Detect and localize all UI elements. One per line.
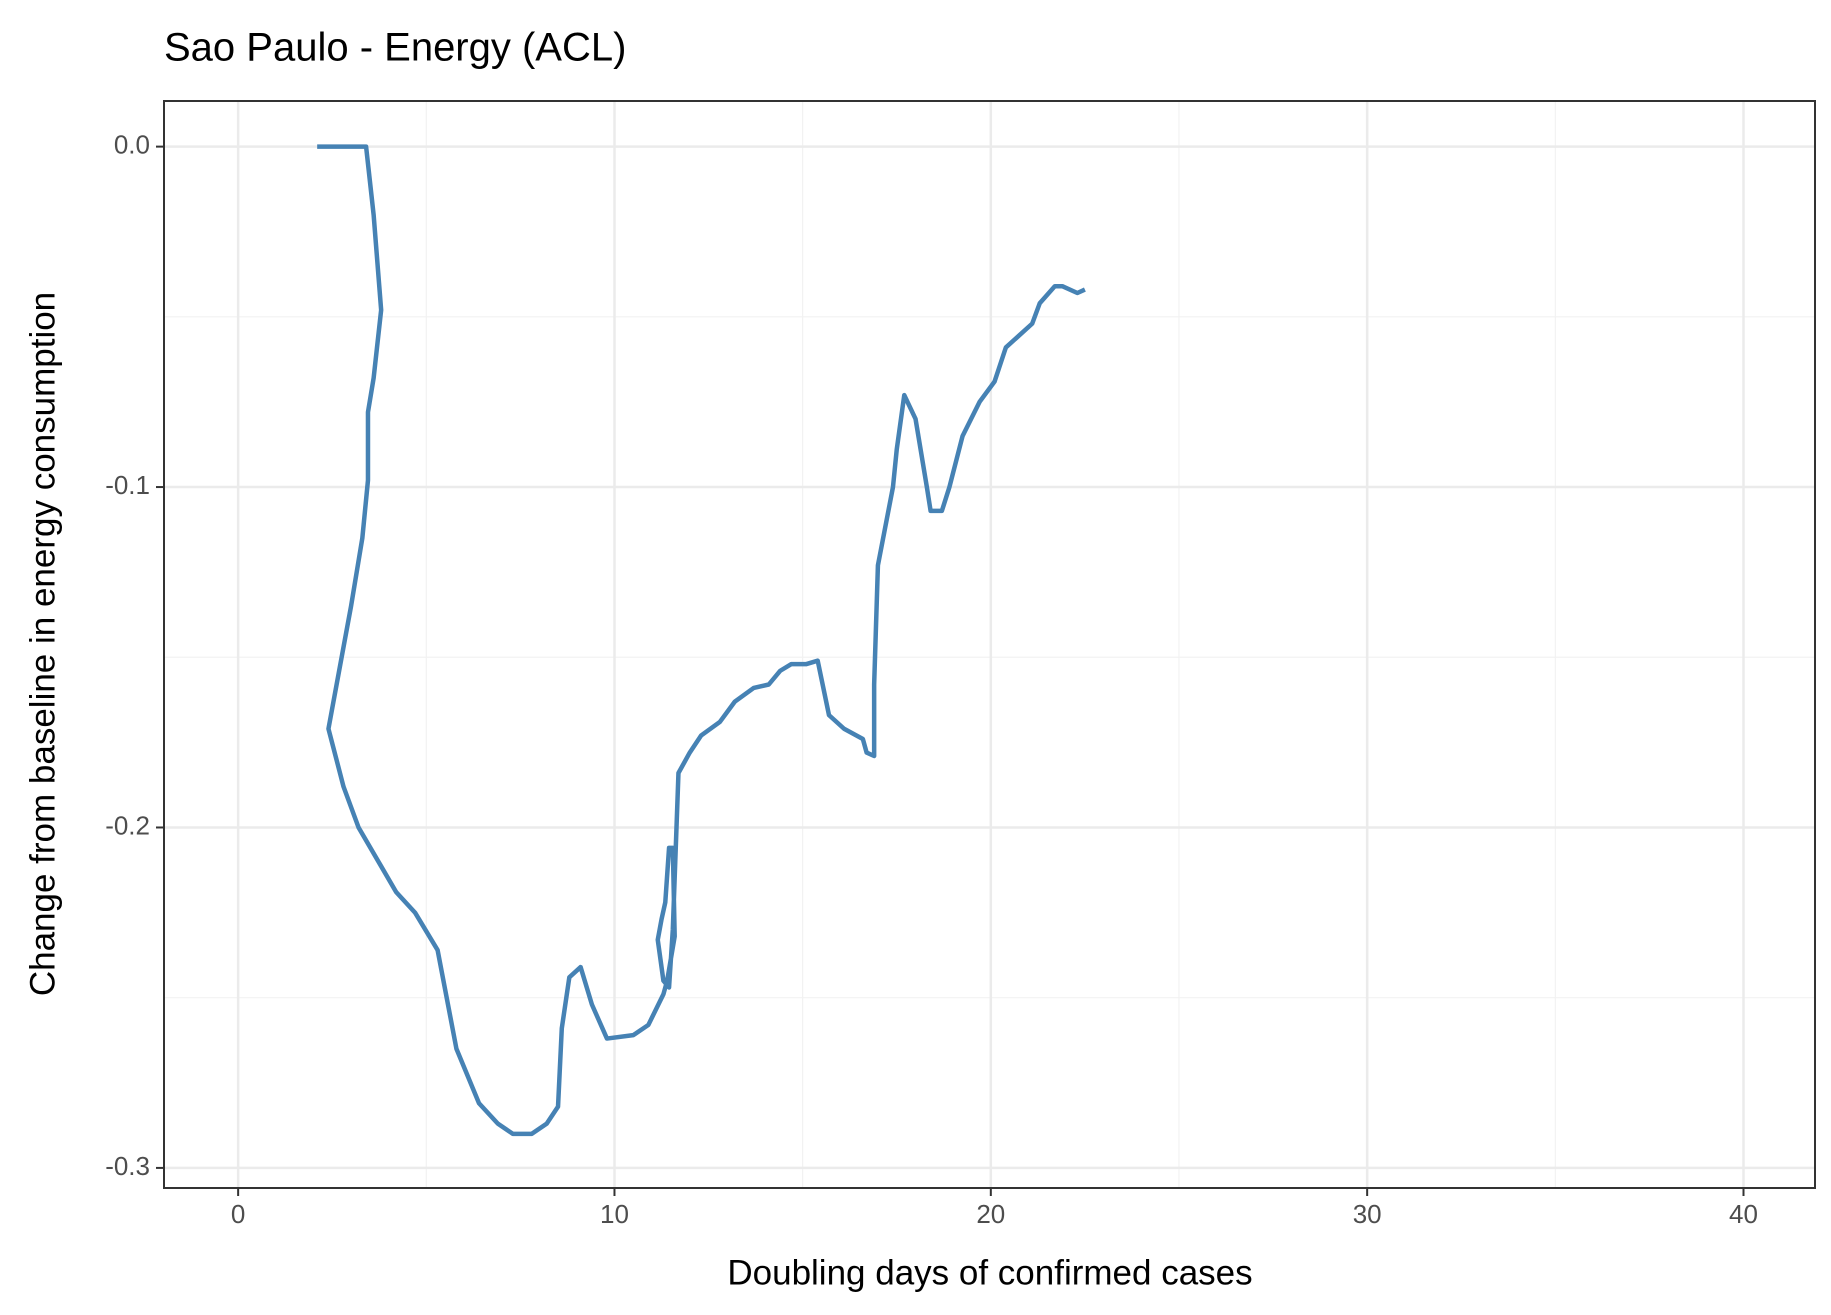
y-axis-title: Change from baseline in energy consumpti… (23, 292, 62, 996)
plot-border (163, 100, 1816, 1189)
x-tick-label: 30 (1353, 1199, 1382, 1229)
data-line (317, 144, 1086, 1137)
y-tick-label: -0.3 (105, 1151, 150, 1181)
y-tick-label: -0.1 (105, 470, 150, 500)
x-tick-label: 40 (1729, 1199, 1758, 1229)
x-axis-title: Doubling days of confirmed cases (727, 1253, 1252, 1292)
x-tick-label: 10 (600, 1199, 629, 1229)
y-tick-label: -0.2 (105, 810, 150, 840)
x-tick-label: 20 (976, 1199, 1005, 1229)
y-tick-label: 0.0 (114, 129, 150, 159)
plot-background (164, 101, 1815, 1188)
x-tick-label: 0 (231, 1199, 245, 1229)
chart-title: Sao Paulo - Energy (ACL) (164, 26, 626, 70)
